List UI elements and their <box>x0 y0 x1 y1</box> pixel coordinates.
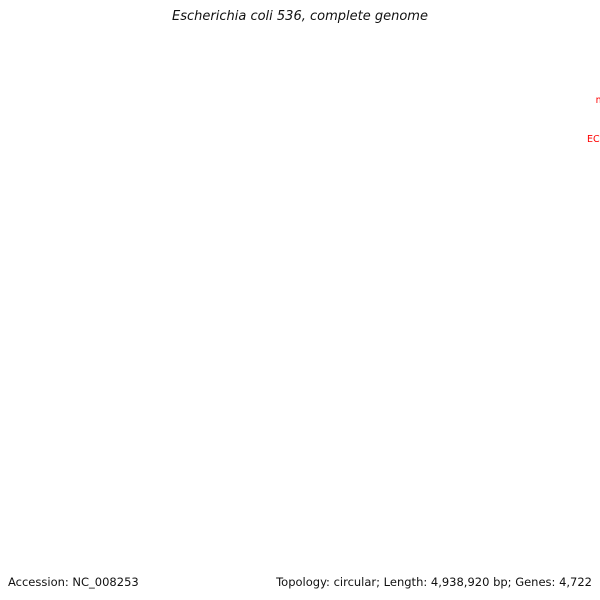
forward-gene-label: ECP_0115 <box>587 134 600 145</box>
genome-stats: Topology: circular; Length: 4,938,920 bp… <box>276 575 592 589</box>
accession-label: Accession: NC_008253 <box>8 575 139 589</box>
gene-labels: murGECP_0115murDECP_0114mraYECP_0113murF… <box>587 95 600 184</box>
map-title: Escherichia coli 536, complete genome <box>172 9 428 24</box>
forward-gene-label: murD <box>596 95 600 106</box>
